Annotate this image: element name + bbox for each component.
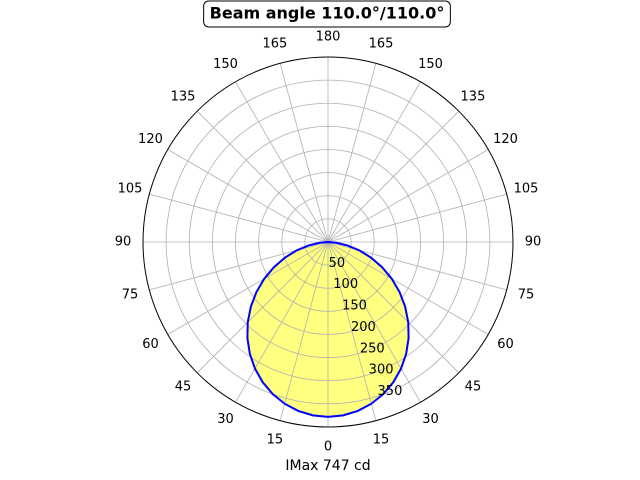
grid-spoke [167, 149, 329, 243]
radial-tick-label: 350 [378, 384, 403, 399]
angle-tick-label: 15 [373, 433, 390, 448]
polar-frame [142, 56, 514, 428]
angle-tick-label: 135 [171, 90, 196, 105]
x-axis-label: IMax 747 cd [285, 458, 370, 474]
angle-tick-label: 60 [142, 337, 159, 352]
grid-spoke [196, 110, 329, 243]
angle-tick-label: 120 [493, 132, 518, 147]
angle-tick-label: 105 [118, 181, 143, 196]
angle-tick-label: 75 [518, 288, 535, 303]
radial-tick-label: 200 [351, 320, 376, 335]
grid-spoke [149, 193, 329, 243]
grid-spoke [327, 241, 421, 403]
grid-spoke [235, 81, 329, 243]
series-line [246, 241, 410, 418]
radial-tick-label: 50 [329, 256, 346, 271]
grid-spoke [327, 110, 460, 243]
angle-tick-label: 45 [175, 379, 192, 394]
angle-tick-label: 150 [213, 57, 238, 72]
angle-tick-label: 135 [461, 90, 486, 105]
grid-spoke [327, 193, 507, 243]
angle-tick-label: 15 [267, 433, 284, 448]
grid-spoke [327, 63, 377, 243]
angle-tick-label: 120 [138, 132, 163, 147]
angle-tick-label: 30 [217, 412, 234, 427]
angle-tick-label: 90 [115, 235, 132, 250]
angle-tick-label: 180 [316, 30, 341, 45]
angle-tick-label: 165 [369, 36, 394, 51]
grid-spoke [327, 241, 460, 374]
grid-spoke [167, 241, 329, 335]
angle-tick-label: 165 [263, 36, 288, 51]
angle-tick-label: 90 [525, 235, 542, 250]
grid-spoke [279, 63, 329, 243]
grid-spoke [327, 149, 489, 243]
grid-spoke [327, 241, 377, 421]
radial-tick-label: 250 [360, 341, 385, 356]
radial-tick-label: 300 [369, 363, 394, 378]
radial-tick-label: 150 [342, 299, 367, 314]
angle-tick-label: 150 [418, 57, 443, 72]
title-box [203, 0, 451, 28]
grid-spoke [327, 241, 489, 335]
grid-spoke [235, 241, 329, 403]
angle-tick-label: 60 [497, 337, 514, 352]
angle-tick-label: 30 [422, 412, 439, 427]
angle-tick-label: 75 [122, 288, 139, 303]
grid-spoke [196, 241, 329, 374]
radial-tick-label: 100 [333, 277, 358, 292]
grid-spoke [327, 81, 421, 243]
angle-tick-label: 45 [465, 379, 482, 394]
angle-tick-label: 105 [514, 181, 539, 196]
chart-title: Beam angle 110.0°/110.0° [210, 4, 445, 23]
grid-spoke [279, 241, 329, 421]
angle-tick-label: 0 [324, 440, 332, 455]
